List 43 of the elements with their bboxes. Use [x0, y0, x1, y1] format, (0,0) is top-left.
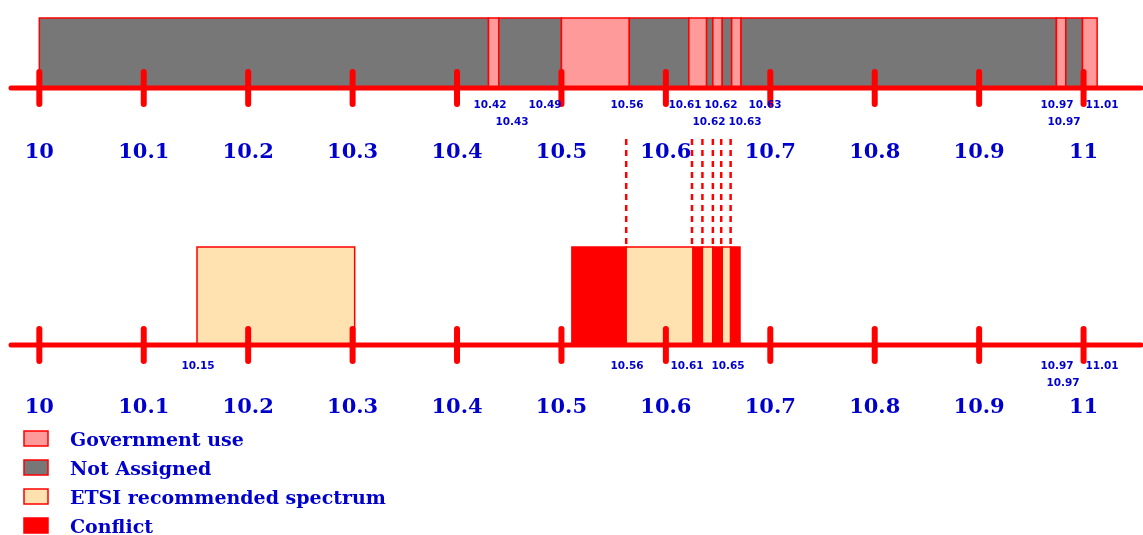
legend-label: ETSI recommended spectrum [70, 486, 386, 508]
x-tick-label: 10 [24, 138, 54, 163]
x-tick-label: 10.2 [222, 138, 274, 163]
x-tick-label: 10.3 [327, 393, 379, 418]
annotation: 11.01 [1085, 359, 1119, 371]
annotation: 10.62 [692, 115, 726, 127]
x-tick-label: 10.2 [222, 393, 274, 418]
x-tick-label: 10.4 [431, 393, 483, 418]
x-tick-label: 10.9 [953, 393, 1005, 418]
annotation: 10.65 [711, 359, 745, 371]
x-tick-label: 11 [1068, 393, 1099, 418]
legend-label: Government use [70, 428, 244, 450]
x-tick-label: 10.8 [849, 138, 901, 163]
x-tick-label: 10.6 [640, 393, 692, 418]
x-tick-label: 10.7 [744, 393, 796, 418]
x-tick-label: 10.5 [535, 393, 588, 418]
legend-label: Not Assigned [70, 457, 212, 479]
annotation: 10.97 [1046, 376, 1080, 388]
x-tick-label: 10.5 [535, 138, 588, 163]
x-tick-label: 10.7 [744, 138, 796, 163]
annotation: 10.15 [181, 359, 215, 371]
x-tick-label: 10 [24, 393, 54, 418]
x-tick-label: 10.4 [431, 138, 483, 163]
x-tick-label: 10.3 [327, 138, 379, 163]
x-tick-label: 10.6 [640, 138, 692, 163]
x-tick-label: 10.8 [849, 393, 901, 418]
annotation: 10.97 [1040, 359, 1074, 371]
annotation: 11.01 [1085, 98, 1119, 110]
annotation: 10.97 [1047, 115, 1081, 127]
x-tick-label: 10.1 [118, 393, 170, 418]
annotation: 10.63 [728, 115, 762, 127]
annotation: 10.56 [610, 98, 644, 110]
legend-label: Conflict [70, 515, 154, 535]
annotation: 10.43 [495, 115, 529, 127]
x-tick-label: 11 [1068, 138, 1099, 163]
annotation: 10.61 [668, 98, 702, 110]
annotation: 10.61 [670, 359, 704, 371]
annotation: 10.42 [473, 98, 507, 110]
annotation: 10.62 [704, 98, 738, 110]
x-tick-label: 10.9 [953, 138, 1005, 163]
annotation: 10.97 [1040, 98, 1074, 110]
x-tick-label: 10.1 [118, 138, 170, 163]
annotation: 10.56 [610, 359, 644, 371]
